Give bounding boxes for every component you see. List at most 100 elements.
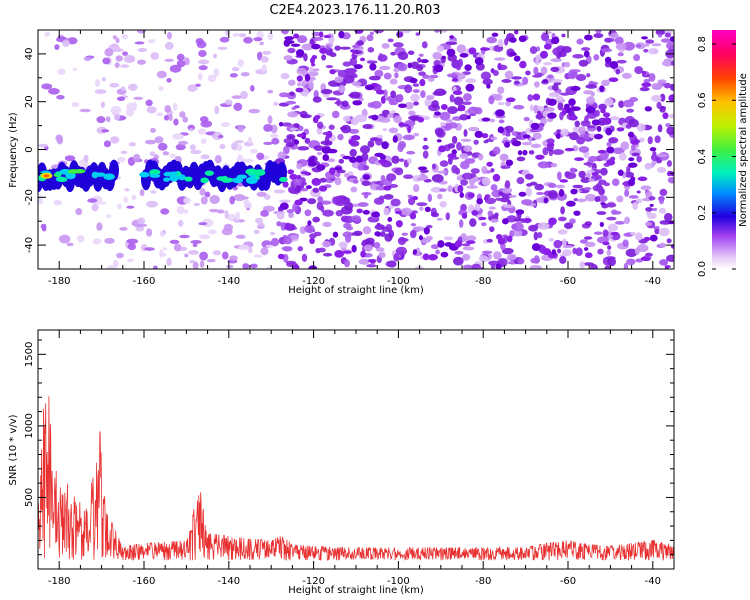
spectrogram-speckle-dark (440, 104, 448, 110)
spectrogram-speckle (351, 44, 360, 49)
colorbar-tick-label: 0.2 (697, 205, 708, 221)
spectrogram-speckle-dark (551, 249, 557, 255)
spectrogram-speckle (464, 158, 476, 164)
spectrogram-speckle-dark (332, 231, 339, 238)
spectrogram-speckle (236, 143, 243, 152)
spectrogram-speckle (204, 191, 211, 198)
spectrogram-speckle (280, 72, 290, 80)
spectrogram-speckle-dark (376, 222, 381, 227)
spectrogram-speckle (139, 189, 145, 197)
spectrogram-speckle-dark (309, 237, 315, 245)
spectrogram-speckle (504, 70, 514, 80)
spectrogram-speckle-dark (422, 253, 430, 261)
spectrogram-speckle (240, 90, 248, 100)
spectrogram-speckle (523, 116, 530, 122)
spectrogram-speckle (502, 204, 515, 208)
spectrogram-speckle (401, 232, 409, 236)
spectrogram-speckle-dark (412, 249, 418, 255)
spectrogram-speckle (276, 211, 285, 220)
spectrogram-speckle-dark (354, 30, 364, 34)
spectrogram-speckle-dark (606, 146, 615, 154)
spectrogram-speckle (218, 134, 224, 139)
spectrogram-speckle-dark (449, 35, 454, 39)
spectrogram-speckle (439, 111, 451, 121)
spectrogram-speckle (379, 65, 391, 71)
spectrogram-speckle-dark (409, 77, 418, 84)
signal-band-peak (169, 171, 178, 176)
spectrogram-speckle-dark (517, 150, 523, 156)
spectrogram-speckle (490, 218, 499, 223)
spectrogram-speckle (390, 109, 396, 114)
spectrogram-speckle (362, 123, 373, 129)
spectrogram-speckle (400, 207, 413, 216)
spectrogram-speckle (626, 167, 631, 174)
snr-y-tick-label: 500 (24, 488, 35, 507)
spectrogram-speckle (144, 139, 157, 145)
spectrogram-speckle-dark (649, 147, 657, 152)
spectrogram-speckle (233, 102, 243, 111)
spectrogram-speckle-dark (522, 218, 532, 223)
spectrogram-speckle (199, 234, 211, 240)
spectrogram-speckle (540, 66, 548, 75)
spectrogram-speckle (593, 231, 603, 235)
spectrogram-speckle (282, 246, 293, 252)
spectrogram-speckle (367, 102, 375, 108)
spectrogram-speckle (150, 127, 156, 133)
spectrogram-speckle (55, 134, 63, 142)
spectrogram-speckle (120, 86, 126, 92)
spectrogram-speckle (478, 255, 489, 263)
spectrogram-speckle (322, 221, 332, 228)
spectrogram-speckle (207, 74, 217, 83)
snr-ylabel: SNR (10 * v/v) (8, 414, 19, 485)
spectrogram-speckle (178, 219, 184, 227)
spectrogram-speckle (206, 258, 216, 263)
spectrogram-speckle-dark (311, 43, 321, 50)
spectrogram-speckle (408, 110, 416, 116)
spectrogram-speckle-dark (316, 164, 326, 171)
spectrogram-speckle (508, 194, 517, 198)
spectrogram-speckle (561, 33, 566, 38)
spectrogram-speckle-dark (457, 184, 464, 193)
signal-band-peak (246, 176, 258, 184)
spectrogram-speckle (123, 196, 129, 204)
spectrogram-speckle (387, 112, 394, 119)
spectrogram-x-tick-label: -100 (387, 276, 410, 287)
spectrogram-speckle (71, 102, 80, 107)
spectrogram-speckle (598, 153, 608, 161)
spectrogram-speckle (488, 206, 496, 210)
snr-x-tick-label: -80 (475, 576, 491, 587)
spectrogram-speckle (460, 179, 468, 186)
spectrogram-speckle (243, 201, 252, 209)
spectrogram-speckle (75, 208, 83, 216)
spectrogram-speckle (96, 116, 106, 124)
spectrogram-speckle (501, 79, 512, 83)
spectrogram-speckle (296, 162, 303, 170)
spectrogram-speckle (361, 192, 372, 196)
spectrogram-y-tick-label: -20 (24, 189, 35, 205)
spectrogram-speckle (161, 252, 167, 257)
snr-x-ticks: -180 -160 -140 -120 -100 -80 -60 -40 (37, 330, 675, 587)
spectrogram-speckle (237, 59, 244, 68)
spectrogram-speckle-dark (323, 34, 332, 39)
spectrogram-speckle (670, 61, 674, 66)
snr-x-tick-label: -180 (48, 576, 71, 587)
spectrogram-speckle (639, 137, 645, 143)
spectrogram-speckle (117, 156, 126, 163)
spectrogram-speckle (160, 208, 170, 215)
spectrogram-speckle (265, 244, 274, 248)
spectrogram-speckle-dark (296, 133, 306, 138)
spectrogram-speckle (200, 154, 210, 160)
spectrogram-speckle (548, 92, 560, 98)
colorbar-tick-label: 0.8 (697, 36, 708, 52)
spectrogram-speckle (358, 258, 370, 265)
spectrogram-speckle (193, 202, 201, 207)
spectrogram-speckle (249, 85, 255, 92)
spectrogram-speckle (250, 263, 258, 269)
spectrogram-speckle-dark (285, 40, 295, 44)
spectrogram-speckle (645, 207, 653, 212)
spectrogram-speckle (666, 238, 672, 244)
spectrogram-speckle-dark (547, 98, 557, 106)
spectrogram-speckle-dark (307, 161, 317, 167)
spectrogram-speckle (560, 92, 570, 96)
spectrogram-speckle (620, 141, 630, 151)
